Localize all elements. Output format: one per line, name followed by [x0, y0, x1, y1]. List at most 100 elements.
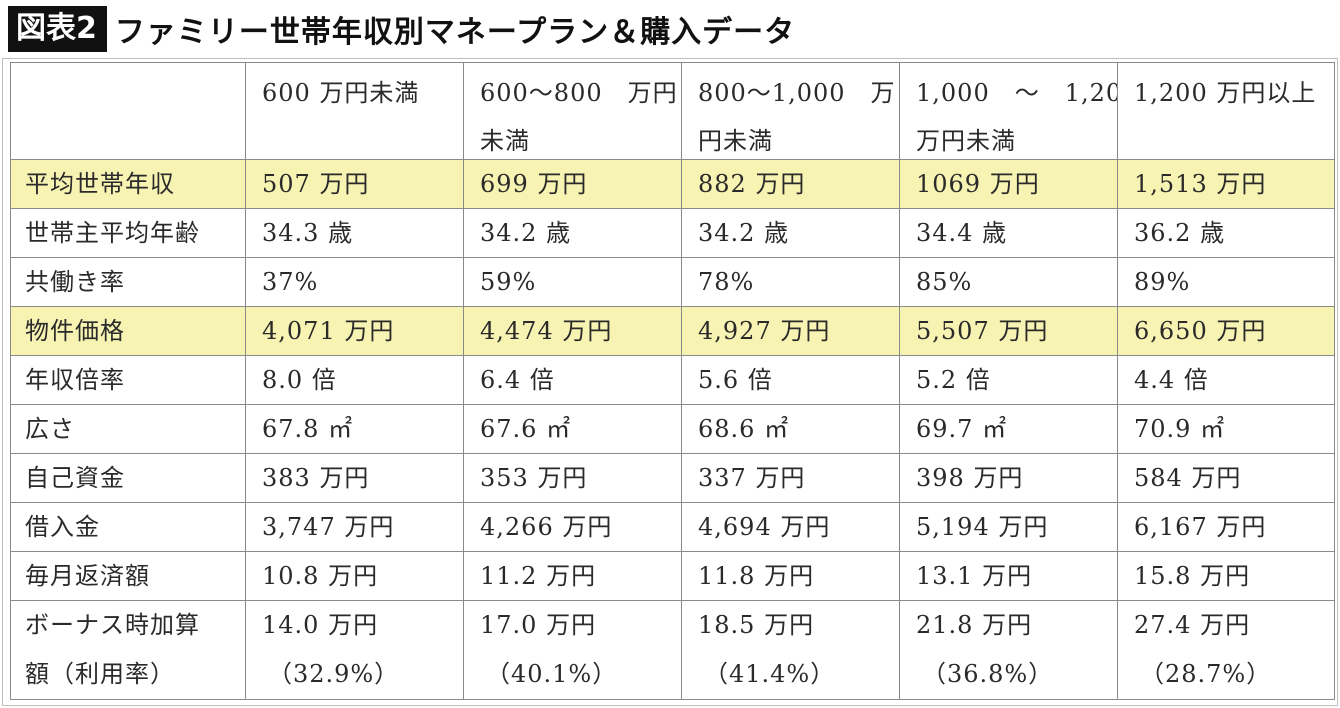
- cell-value: 34.2 歳: [698, 219, 790, 247]
- cell-value: 4.4 倍: [1134, 366, 1209, 394]
- data-cell: 4.4 倍: [1117, 355, 1335, 405]
- cell-value: 383 万円: [262, 464, 370, 492]
- cell-value: 4,474 万円: [480, 317, 613, 345]
- cell-value: 4,927 万円: [698, 317, 831, 345]
- data-cell: 5,194 万円: [899, 502, 1118, 552]
- table-row: 世帯主平均年齢 34.3 歳 34.2 歳 34.2 歳 34.4 歳 36.2 歳: [10, 208, 1335, 258]
- cell-value: 6.4 倍: [480, 366, 555, 394]
- row-label-cell: 借入金: [10, 502, 246, 552]
- row-label-cell: 平均世帯年収: [10, 159, 246, 209]
- cell-value: 67.6 ㎡: [480, 415, 572, 443]
- data-cell: 70.9 ㎡: [1117, 404, 1335, 454]
- cell-value: 69.7 ㎡: [916, 415, 1008, 443]
- data-cell: 1,513 万円: [1117, 159, 1335, 209]
- data-cell: 85%: [899, 257, 1118, 307]
- data-cell: 5,507 万円: [899, 306, 1118, 356]
- data-cell: 8.0 倍: [245, 355, 464, 405]
- data-cell: 17.0 万円 （40.1%）: [463, 600, 682, 700]
- row-label-cell: 世帯主平均年齢: [10, 208, 246, 258]
- cell-value: 11.8 万円: [698, 562, 815, 590]
- column-header-line: 600 万円未満: [262, 79, 420, 107]
- data-cell: 34.3 歳: [245, 208, 464, 258]
- data-cell: 4,266 万円: [463, 502, 682, 552]
- data-cell: 34.2 歳: [463, 208, 682, 258]
- column-header-cell: 600 万円未満: [245, 62, 464, 160]
- row-label: 借入金: [25, 513, 100, 541]
- table-row: ボーナス時加算 額（利用率） 14.0 万円 （32.9%） 17.0 万円 （40.1…: [10, 600, 1335, 700]
- data-cell: 78%: [681, 257, 900, 307]
- cell-value: 37%: [262, 268, 319, 296]
- row-label: 平均世帯年収: [25, 170, 175, 198]
- cell-value: 4,694 万円: [698, 513, 831, 541]
- table-row: 平均世帯年収 507 万円 699 万円 882 万円 1069 万円 1,513 万円: [10, 159, 1335, 209]
- cell-value: 34.2 歳: [480, 219, 572, 247]
- header-corner-cell: [10, 62, 246, 160]
- data-cell: 5.2 倍: [899, 355, 1118, 405]
- cell-value: 6,167 万円: [1134, 513, 1267, 541]
- cell-value: 5.2 倍: [916, 366, 991, 394]
- cell-subvalue: （41.4%）: [704, 660, 836, 688]
- cell-value: 70.9 ㎡: [1134, 415, 1226, 443]
- data-cell: 337 万円: [681, 453, 900, 503]
- cell-value: 21.8 万円: [916, 611, 1033, 639]
- data-cell: 6.4 倍: [463, 355, 682, 405]
- data-cell: 67.6 ㎡: [463, 404, 682, 454]
- cell-value: 36.2 歳: [1134, 219, 1226, 247]
- cell-subvalue: （40.1%）: [486, 660, 618, 688]
- column-header-line: 万円未満: [916, 127, 1016, 155]
- cell-value: 15.8 万円: [1134, 562, 1251, 590]
- table-row: 自己資金 383 万円 353 万円 337 万円 398 万円 584 万円: [10, 453, 1335, 503]
- row-label: 自己資金: [25, 464, 125, 492]
- data-cell: 11.2 万円: [463, 551, 682, 601]
- data-cell: 89%: [1117, 257, 1335, 307]
- data-cell: 1069 万円: [899, 159, 1118, 209]
- data-cell: 5.6 倍: [681, 355, 900, 405]
- cell-value: 398 万円: [916, 464, 1024, 492]
- cell-value: 68.6 ㎡: [698, 415, 790, 443]
- figure-title-bar: 図表2 ファミリー世帯年収別マネープラン＆購入データ: [8, 6, 795, 52]
- row-label: 年収倍率: [25, 366, 125, 394]
- cell-value: 4,266 万円: [480, 513, 613, 541]
- data-cell: 14.0 万円 （32.9%）: [245, 600, 464, 700]
- data-cell: 59%: [463, 257, 682, 307]
- data-cell: 34.4 歳: [899, 208, 1118, 258]
- cell-value: 1,513 万円: [1134, 170, 1267, 198]
- cell-value: 89%: [1134, 268, 1191, 296]
- row-label-cell: 広さ: [10, 404, 246, 454]
- data-cell: 13.1 万円: [899, 551, 1118, 601]
- cell-subvalue: （32.9%）: [268, 660, 400, 688]
- data-cell: 67.8 ㎡: [245, 404, 464, 454]
- row-label-cell: 年収倍率: [10, 355, 246, 405]
- cell-value: 17.0 万円: [480, 611, 597, 639]
- cell-value: 5,194 万円: [916, 513, 1049, 541]
- row-label-cell: 物件価格: [10, 306, 246, 356]
- data-cell: 882 万円: [681, 159, 900, 209]
- cell-subvalue: （28.7%）: [1140, 660, 1272, 688]
- cell-value: 5,507 万円: [916, 317, 1049, 345]
- row-label: ボーナス時加算 額（利用率）: [25, 611, 200, 688]
- row-label-cell: 毎月返済額: [10, 551, 246, 601]
- cell-value: 85%: [916, 268, 973, 296]
- data-cell: 37%: [245, 257, 464, 307]
- row-label-cell: 共働き率: [10, 257, 246, 307]
- column-header-line: 1,000 ～ 1,200: [916, 79, 1118, 107]
- data-cell: 4,694 万円: [681, 502, 900, 552]
- column-header-cell: 1,000 ～ 1,200 万円未満: [899, 62, 1118, 160]
- data-cell: 4,071 万円: [245, 306, 464, 356]
- table-frame: 600 万円未満 600～800 万円 未満 800～1,000 万円未満 1,000 …: [2, 58, 1338, 706]
- data-cell: 6,650 万円: [1117, 306, 1335, 356]
- column-header-cell: 600～800 万円 未満: [463, 62, 682, 160]
- data-cell: 34.2 歳: [681, 208, 900, 258]
- data-cell: 69.7 ㎡: [899, 404, 1118, 454]
- cell-value: 14.0 万円: [262, 611, 379, 639]
- data-cell: 507 万円: [245, 159, 464, 209]
- row-label-cell: ボーナス時加算 額（利用率）: [10, 600, 246, 700]
- data-cell: 27.4 万円 （28.7%）: [1117, 600, 1335, 700]
- data-cell: 398 万円: [899, 453, 1118, 503]
- data-cell: 699 万円: [463, 159, 682, 209]
- row-label: 物件価格: [25, 317, 125, 345]
- cell-value: 3,747 万円: [262, 513, 395, 541]
- cell-value: 67.8 ㎡: [262, 415, 354, 443]
- data-cell: 18.5 万円 （41.4%）: [681, 600, 900, 700]
- column-header-line: 未満: [480, 127, 530, 155]
